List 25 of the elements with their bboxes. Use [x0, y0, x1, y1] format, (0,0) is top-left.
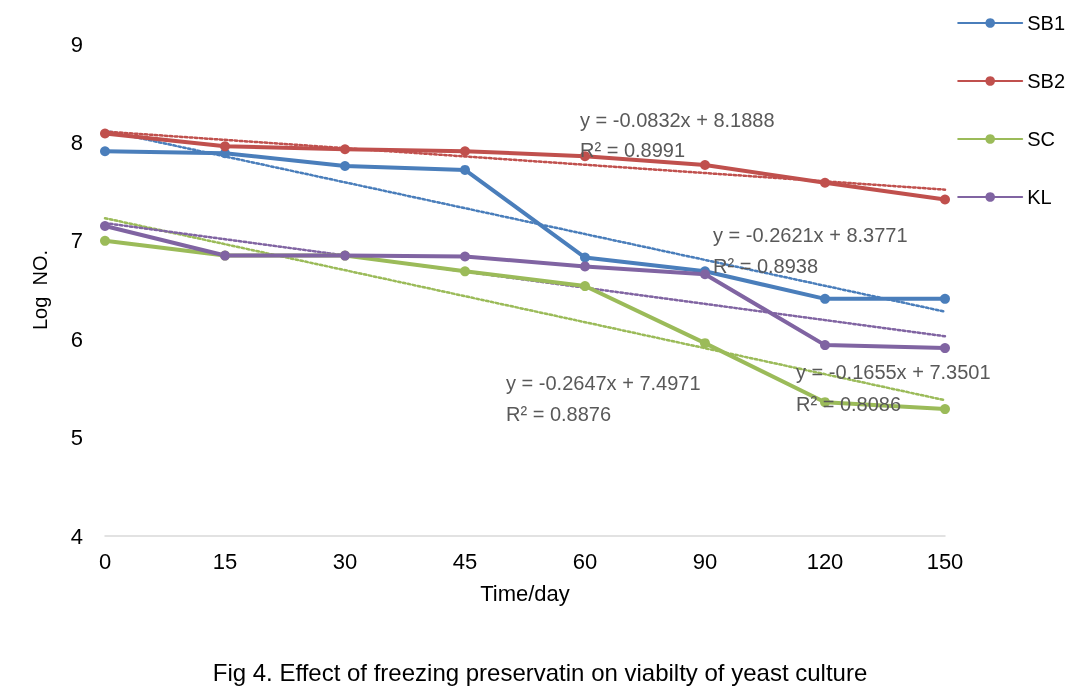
x-tick-label: 90: [692, 548, 718, 574]
x-tick-label: 45: [452, 548, 478, 574]
x-axis-title: Time/day: [480, 580, 570, 606]
y-tick-label: 7: [70, 228, 83, 254]
x-tick-label: 15: [212, 548, 238, 574]
y-tick-label: 8: [70, 129, 83, 155]
legend-label: SC: [1027, 128, 1055, 150]
legend-label: KL: [1027, 186, 1052, 208]
text: Fig 4. Effect of freezing preservatin on viabilty of yeast culture: [212, 658, 868, 686]
annotation: R² = 0.8876: [506, 403, 612, 425]
annotation: y = -0.2647x + 7.4971: [506, 372, 701, 394]
annotation: y = -0.0832x + 8.1888: [580, 109, 775, 131]
annotation: y = -0.2621x + 8.3771: [713, 224, 908, 246]
y-axis-title: Log NO.: [29, 249, 51, 331]
x-tick-label: 30: [332, 548, 358, 574]
legend-label: SB1: [1027, 12, 1066, 34]
y-tick-label: 4: [70, 523, 83, 549]
y-tick-label: 6: [70, 326, 83, 352]
legend-label: SB2: [1027, 70, 1066, 92]
x-tick-label: 60: [572, 548, 598, 574]
x-tick-label: 120: [806, 548, 844, 574]
y-tick-label: 9: [70, 31, 83, 57]
y-tick-label: 5: [70, 425, 83, 451]
x-tick-label: 150: [926, 548, 964, 574]
x-tick-label: 0: [98, 548, 112, 574]
